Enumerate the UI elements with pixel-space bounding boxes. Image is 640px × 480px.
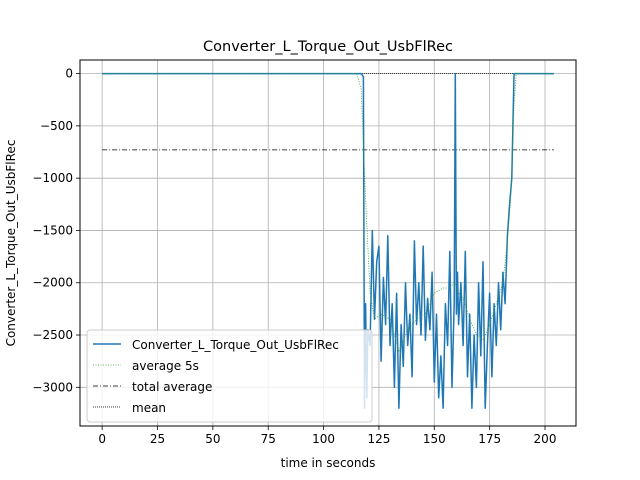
y-axis-ticks: 0 −500 −1000 −1500 −2000 −2500 −3000: [32, 67, 80, 394]
series-line-average-5s: [102, 73, 554, 352]
y-tick-label: 0: [65, 67, 73, 81]
legend-label-mean: mean: [132, 401, 166, 415]
x-tick-label: 50: [205, 432, 220, 446]
legend-label-average: average 5s: [132, 359, 199, 373]
y-tick-label: −500: [40, 119, 73, 133]
y-tick-label: −1000: [32, 171, 73, 185]
series-line-signal: [102, 72, 554, 409]
legend-label-total-average: total average: [132, 380, 212, 394]
y-axis-label: Converter_L_Torque_Out_UsbFlRec: [4, 140, 18, 347]
x-tick-label: 100: [312, 432, 335, 446]
x-axis-label: time in seconds: [281, 456, 376, 470]
legend-label-signal: Converter_L_Torque_Out_UsbFlRec: [132, 338, 339, 352]
x-axis-ticks: 0 25 50 75 100 125 150 175 200: [98, 426, 556, 446]
y-tick-label: −3000: [32, 380, 73, 394]
grid-lines: [80, 60, 576, 426]
plot-area: [102, 72, 554, 409]
x-tick-label: 200: [534, 432, 557, 446]
x-tick-label: 125: [367, 432, 390, 446]
x-tick-label: 150: [423, 432, 446, 446]
x-tick-label: 175: [478, 432, 501, 446]
y-tick-label: −1500: [32, 223, 73, 237]
legend-box: [86, 329, 373, 423]
x-tick-label: 25: [150, 432, 165, 446]
legend: Converter_L_Torque_Out_UsbFlRec average …: [86, 329, 373, 423]
x-tick-label: 0: [98, 432, 106, 446]
plot-frame: [79, 59, 577, 427]
x-tick-label: 75: [261, 432, 276, 446]
y-tick-label: −2500: [32, 328, 73, 342]
y-tick-label: −2000: [32, 276, 73, 290]
chart-title: Converter_L_Torque_Out_UsbFlRec: [203, 39, 453, 55]
